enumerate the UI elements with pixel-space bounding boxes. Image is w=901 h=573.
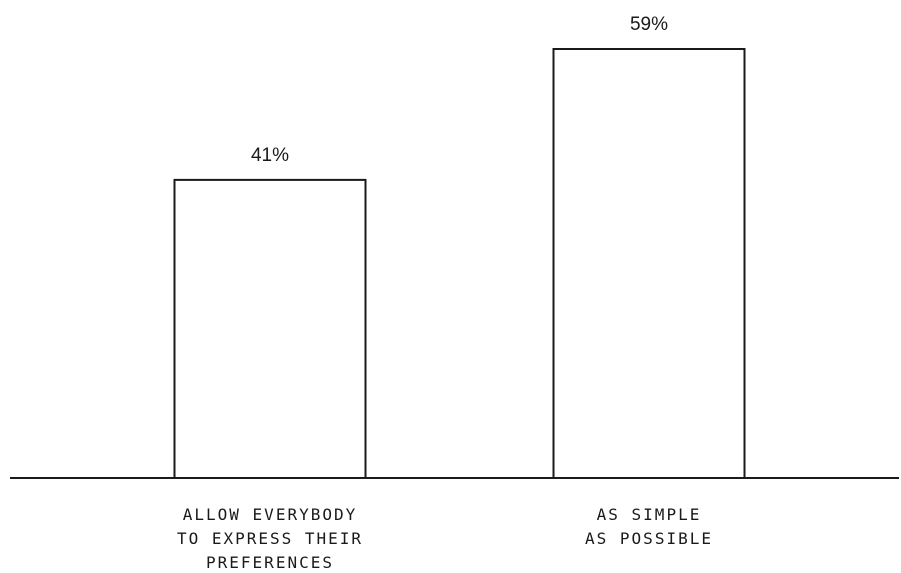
bar-2 (552, 48, 746, 479)
labels-group: 41% ALLOW EVERYBODY TO EXPRESS THEIR PREFER… (177, 14, 713, 572)
category-label-1-line-2: TO EXPRESS THEIR (177, 529, 363, 548)
bars-group (173, 48, 746, 480)
bar-1 (173, 178, 367, 480)
category-label-2-line-2: AS POSSIBLE (585, 529, 713, 548)
category-label-1-line-3: PREFERENCES (206, 553, 334, 572)
category-label-2-line-1: AS SIMPLE (597, 505, 702, 524)
value-label-1: 41% (251, 145, 289, 166)
value-label-2: 59% (630, 14, 668, 35)
category-label-1-line-1: ALLOW EVERYBODY (183, 505, 358, 524)
